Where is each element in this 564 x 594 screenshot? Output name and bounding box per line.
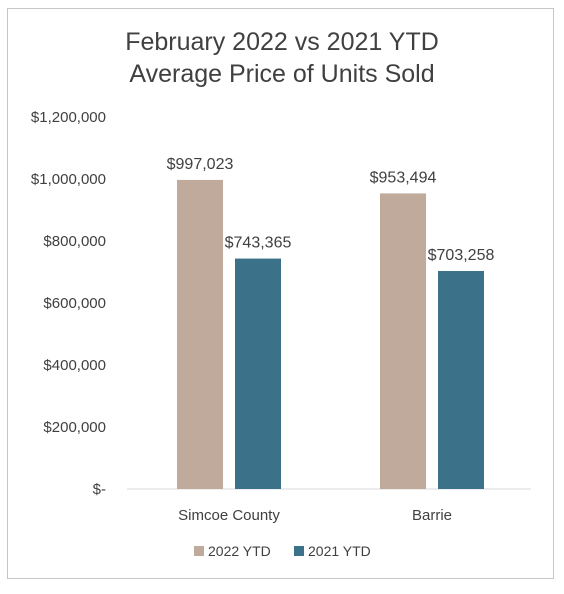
plot-area: $- $200,000 $400,000 $600,000 $800,000 $1,000…	[31, 109, 531, 524]
bar	[235, 258, 281, 489]
bar	[380, 193, 426, 489]
y-tick-label: $1,000,000	[31, 171, 106, 188]
bar	[438, 270, 484, 489]
data-label: $743,365	[225, 235, 292, 252]
chart-subtitle: Average Price of Units Sold	[129, 60, 434, 88]
x-tick-label: Simcoe County	[178, 507, 280, 524]
y-tick-label: $600,000	[43, 295, 106, 312]
data-label: $703,258	[428, 247, 495, 264]
legend: 2022 YTD 2021 YTD	[194, 543, 371, 559]
legend-label: 2022 YTD	[208, 543, 271, 559]
y-tick-label: $400,000	[43, 357, 106, 374]
data-label: $953,494	[370, 169, 437, 186]
bar	[177, 179, 223, 490]
legend-swatch	[194, 546, 204, 556]
y-tick-label: $200,000	[43, 419, 106, 436]
legend-label: 2021 YTD	[308, 543, 371, 559]
chart-title: February 2022 vs 2021 YTD	[125, 28, 439, 56]
x-tick-label: Barrie	[412, 507, 452, 524]
legend-swatch	[294, 546, 304, 556]
data-label: $997,023	[167, 156, 234, 173]
y-tick-label: $-	[93, 481, 106, 498]
y-tick-label: $1,200,000	[31, 109, 106, 126]
y-tick-label: $800,000	[43, 233, 106, 250]
